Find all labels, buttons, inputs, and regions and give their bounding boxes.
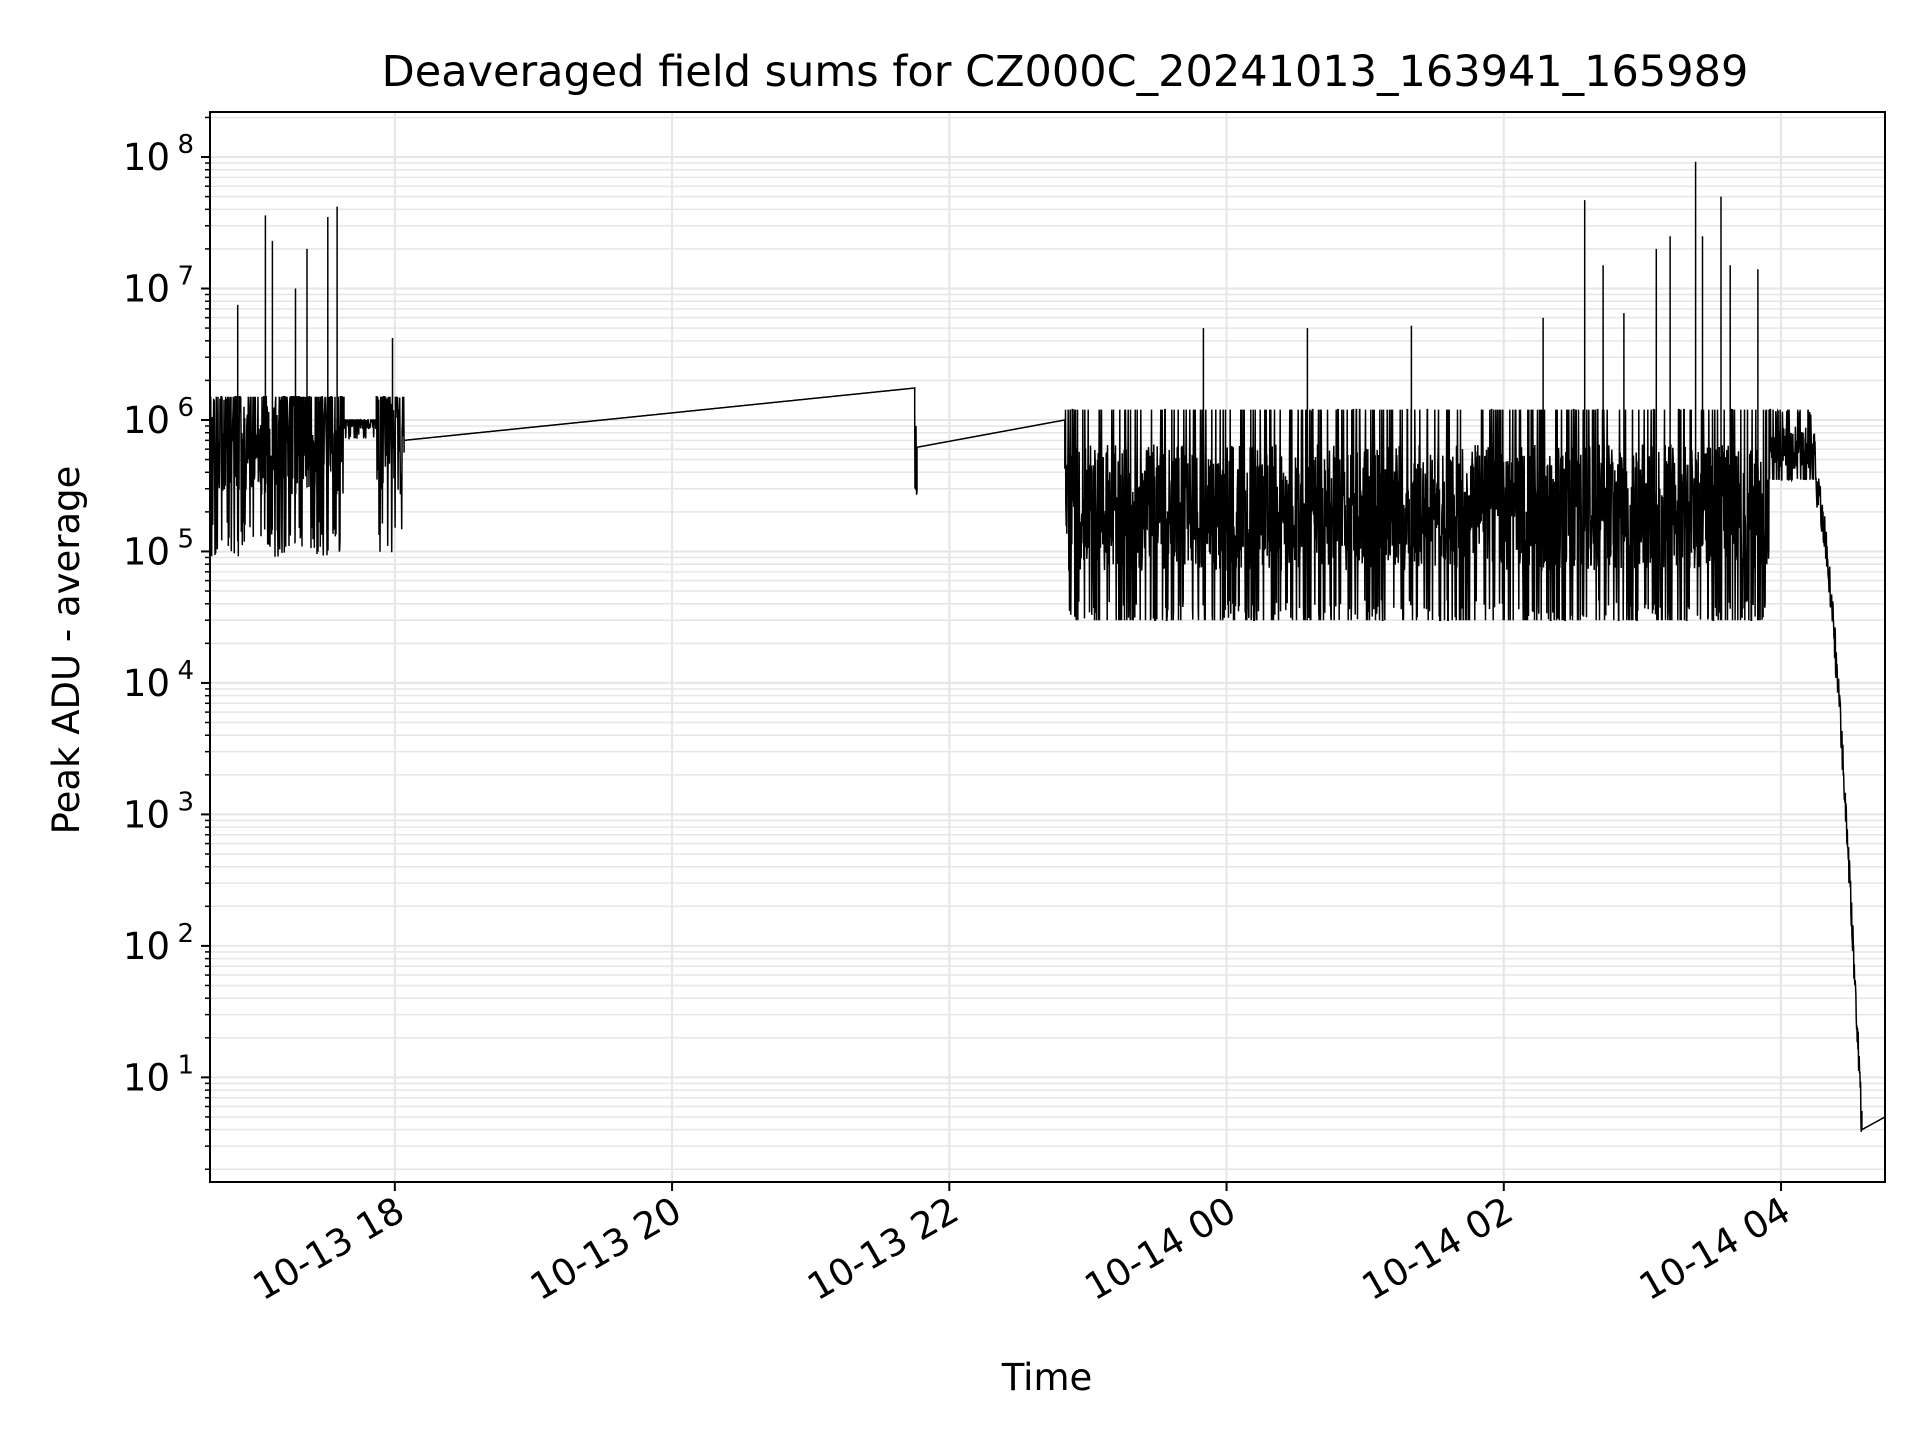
y-tick-label-base: 10 bbox=[123, 530, 170, 573]
y-tick-label: 10 bbox=[123, 136, 170, 179]
y-tick-label-base: 10 bbox=[123, 136, 170, 179]
y-tick-label-base: 10 bbox=[123, 399, 170, 442]
y-tick-label-base: 10 bbox=[123, 662, 170, 705]
grid bbox=[210, 112, 1885, 1182]
y-tick-label-base: 10 bbox=[123, 1056, 170, 1099]
chart-title: Deaveraged field sums for CZ000C_2024101… bbox=[382, 47, 1749, 97]
y-tick-label-base: 10 bbox=[123, 925, 170, 968]
x-tick-label: 10-14 04 bbox=[1632, 1189, 1798, 1309]
y-tick-label: 10 bbox=[123, 267, 170, 310]
y-tick-label-exponent: 1 bbox=[177, 1050, 194, 1080]
y-tick-label: 10 bbox=[123, 793, 170, 836]
y-tick-label-base: 10 bbox=[123, 267, 170, 310]
y-tick-label-exponent: 7 bbox=[177, 261, 194, 291]
plot-area bbox=[209, 161, 1886, 1132]
x-axis: 10-13 18 10-13 20 10-13 22 10-14 00 10-14 02… bbox=[246, 1182, 1798, 1309]
x-axis-label: Time bbox=[1001, 1356, 1093, 1399]
x-tick-label: 10-14 00 bbox=[1077, 1189, 1243, 1309]
x-tick-label: 10-13 18 bbox=[246, 1189, 412, 1309]
y-tick-label: 10 bbox=[123, 399, 170, 442]
y-tick-label-exponent: 3 bbox=[177, 787, 194, 817]
y-tick-label-exponent: 6 bbox=[177, 393, 194, 423]
y-tick-label: 10 bbox=[123, 662, 170, 705]
y-tick-label: 10 bbox=[123, 1056, 170, 1099]
y-tick-label-base: 10 bbox=[123, 793, 170, 836]
y-axis-label: Peak ADU - average bbox=[45, 466, 88, 835]
x-tick-label: 10-13 22 bbox=[800, 1189, 966, 1309]
series-line bbox=[209, 161, 1886, 1132]
y-tick-label: 10 bbox=[123, 530, 170, 573]
y-tick-label: 10 bbox=[123, 925, 170, 968]
plot-frame bbox=[209, 111, 1886, 1183]
x-tick-label: 10-13 20 bbox=[523, 1189, 689, 1309]
x-tick-label: 10-14 02 bbox=[1355, 1189, 1521, 1309]
y-tick-label-exponent: 8 bbox=[177, 130, 194, 160]
y-tick-label-exponent: 4 bbox=[177, 656, 194, 686]
y-tick-label-exponent: 5 bbox=[177, 524, 194, 554]
y-tick-label-exponent: 2 bbox=[177, 919, 194, 949]
